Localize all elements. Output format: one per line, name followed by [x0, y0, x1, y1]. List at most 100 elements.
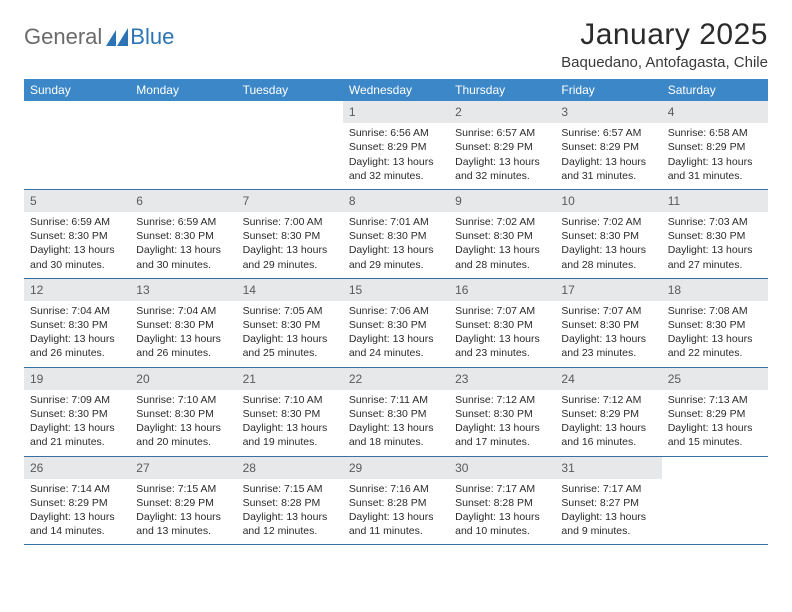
day-number: 3 [555, 101, 661, 123]
day-body: Sunrise: 7:14 AMSunset: 8:29 PMDaylight:… [24, 479, 130, 545]
day-line: Daylight: 13 hours [349, 243, 443, 257]
day-line: Sunrise: 7:12 AM [455, 393, 549, 407]
day-body: Sunrise: 6:57 AMSunset: 8:29 PMDaylight:… [555, 123, 661, 189]
day-line: and 18 minutes. [349, 435, 443, 449]
day-line: Sunset: 8:30 PM [136, 318, 230, 332]
day-number: 22 [343, 368, 449, 390]
calendar-week: 19Sunrise: 7:09 AMSunset: 8:30 PMDayligh… [24, 367, 768, 456]
day-line: Daylight: 13 hours [668, 155, 762, 169]
day-body: Sunrise: 7:01 AMSunset: 8:30 PMDaylight:… [343, 212, 449, 278]
day-line: and 23 minutes. [455, 346, 549, 360]
calendar-cell: 3Sunrise: 6:57 AMSunset: 8:29 PMDaylight… [555, 101, 661, 189]
calendar-head: SundayMondayTuesdayWednesdayThursdayFrid… [24, 79, 768, 101]
day-line: and 13 minutes. [136, 524, 230, 538]
day-line: Sunrise: 7:02 AM [455, 215, 549, 229]
day-line: Sunrise: 7:16 AM [349, 482, 443, 496]
day-line: Sunrise: 6:59 AM [136, 215, 230, 229]
day-line: Daylight: 13 hours [561, 332, 655, 346]
day-line: Sunset: 8:30 PM [668, 229, 762, 243]
calendar-week: ...1Sunrise: 6:56 AMSunset: 8:29 PMDayli… [24, 101, 768, 189]
calendar-table: SundayMondayTuesdayWednesdayThursdayFrid… [24, 79, 768, 545]
weekday-header: Friday [555, 79, 661, 101]
day-line: and 26 minutes. [30, 346, 124, 360]
day-body: Sunrise: 7:17 AMSunset: 8:28 PMDaylight:… [449, 479, 555, 545]
day-body: Sunrise: 7:15 AMSunset: 8:28 PMDaylight:… [237, 479, 343, 545]
day-body: Sunrise: 7:15 AMSunset: 8:29 PMDaylight:… [130, 479, 236, 545]
calendar-cell: 7Sunrise: 7:00 AMSunset: 8:30 PMDaylight… [237, 189, 343, 278]
day-line: Daylight: 13 hours [136, 332, 230, 346]
calendar-cell: 31Sunrise: 7:17 AMSunset: 8:27 PMDayligh… [555, 456, 661, 545]
day-line: and 29 minutes. [243, 258, 337, 272]
day-line: Sunrise: 7:10 AM [243, 393, 337, 407]
day-line: Daylight: 13 hours [561, 243, 655, 257]
calendar-cell: 9Sunrise: 7:02 AMSunset: 8:30 PMDaylight… [449, 189, 555, 278]
sail-icon [106, 28, 128, 46]
calendar-cell: 28Sunrise: 7:15 AMSunset: 8:28 PMDayligh… [237, 456, 343, 545]
calendar-cell: 18Sunrise: 7:08 AMSunset: 8:30 PMDayligh… [662, 278, 768, 367]
day-body: Sunrise: 7:16 AMSunset: 8:28 PMDaylight:… [343, 479, 449, 545]
day-number: 13 [130, 279, 236, 301]
calendar-cell: 16Sunrise: 7:07 AMSunset: 8:30 PMDayligh… [449, 278, 555, 367]
day-line: Sunrise: 7:09 AM [30, 393, 124, 407]
day-body: Sunrise: 7:12 AMSunset: 8:29 PMDaylight:… [555, 390, 661, 456]
day-line: Sunrise: 7:17 AM [455, 482, 549, 496]
day-line: Sunrise: 7:04 AM [136, 304, 230, 318]
calendar-cell: 6Sunrise: 6:59 AMSunset: 8:30 PMDaylight… [130, 189, 236, 278]
calendar-cell: 10 Sunrise: 7:02 AMSunset: 8:30 PMDayligh… [555, 189, 661, 278]
day-line: Sunrise: 7:02 AM [561, 215, 655, 229]
calendar-cell: 19Sunrise: 7:09 AMSunset: 8:30 PMDayligh… [24, 367, 130, 456]
day-line: Sunrise: 7:07 AM [561, 304, 655, 318]
day-line: Daylight: 13 hours [668, 243, 762, 257]
day-body: Sunrise: 7:09 AMSunset: 8:30 PMDaylight:… [24, 390, 130, 456]
day-line: Sunset: 8:30 PM [349, 407, 443, 421]
day-line: Sunset: 8:29 PM [561, 407, 655, 421]
day-line: Daylight: 13 hours [349, 155, 443, 169]
day-line: and 20 minutes. [136, 435, 230, 449]
day-line: and 31 minutes. [668, 169, 762, 183]
day-number: . [24, 101, 130, 123]
day-line: Sunrise: 7:01 AM [349, 215, 443, 229]
day-line: Sunset: 8:30 PM [561, 318, 655, 332]
day-line: and 28 minutes. [561, 258, 655, 272]
day-line: Sunrise: 7:00 AM [243, 215, 337, 229]
calendar-cell: 30Sunrise: 7:17 AMSunset: 8:28 PMDayligh… [449, 456, 555, 545]
day-line: Daylight: 13 hours [243, 243, 337, 257]
day-line: and 9 minutes. [561, 524, 655, 538]
day-body [130, 123, 236, 181]
day-line: Sunset: 8:30 PM [668, 318, 762, 332]
day-body: Sunrise: 7:08 AMSunset: 8:30 PMDaylight:… [662, 301, 768, 367]
day-number: 10 [555, 190, 661, 212]
day-number: 2 [449, 101, 555, 123]
day-line: Sunset: 8:30 PM [30, 318, 124, 332]
day-line: Daylight: 13 hours [668, 421, 762, 435]
day-line: Daylight: 13 hours [30, 510, 124, 524]
day-body: Sunrise: 7:07 AMSunset: 8:30 PMDaylight:… [449, 301, 555, 367]
day-line: Daylight: 13 hours [243, 332, 337, 346]
day-body: Sunrise: 7:07 AMSunset: 8:30 PMDaylight:… [555, 301, 661, 367]
day-body: Sunrise: 7:11 AMSunset: 8:30 PMDaylight:… [343, 390, 449, 456]
weekday-header: Saturday [662, 79, 768, 101]
day-body: Sunrise: 7:12 AMSunset: 8:30 PMDaylight:… [449, 390, 555, 456]
weekday-header: Thursday [449, 79, 555, 101]
day-line: and 23 minutes. [561, 346, 655, 360]
day-line: Daylight: 13 hours [561, 421, 655, 435]
day-number: 31 [555, 457, 661, 479]
day-line: Daylight: 13 hours [668, 332, 762, 346]
calendar-cell: 11Sunrise: 7:03 AMSunset: 8:30 PMDayligh… [662, 189, 768, 278]
day-number: 20 [130, 368, 236, 390]
day-body: Sunrise: 7:04 AMSunset: 8:30 PMDaylight:… [24, 301, 130, 367]
day-line: Daylight: 13 hours [136, 243, 230, 257]
day-line: Sunset: 8:29 PM [455, 140, 549, 154]
day-body: Sunrise: 7:10 AMSunset: 8:30 PMDaylight:… [130, 390, 236, 456]
day-number: 28 [237, 457, 343, 479]
day-line: and 32 minutes. [349, 169, 443, 183]
day-line: and 26 minutes. [136, 346, 230, 360]
calendar-body: ...1Sunrise: 6:56 AMSunset: 8:29 PMDayli… [24, 101, 768, 545]
day-number: 6 [130, 190, 236, 212]
day-body: Sunrise: 7:03 AMSunset: 8:30 PMDaylight:… [662, 212, 768, 278]
day-line: Sunset: 8:30 PM [561, 229, 655, 243]
day-line: and 19 minutes. [243, 435, 337, 449]
calendar-cell: 24Sunrise: 7:12 AMSunset: 8:29 PMDayligh… [555, 367, 661, 456]
day-body [24, 123, 130, 181]
day-line: Sunset: 8:29 PM [668, 407, 762, 421]
